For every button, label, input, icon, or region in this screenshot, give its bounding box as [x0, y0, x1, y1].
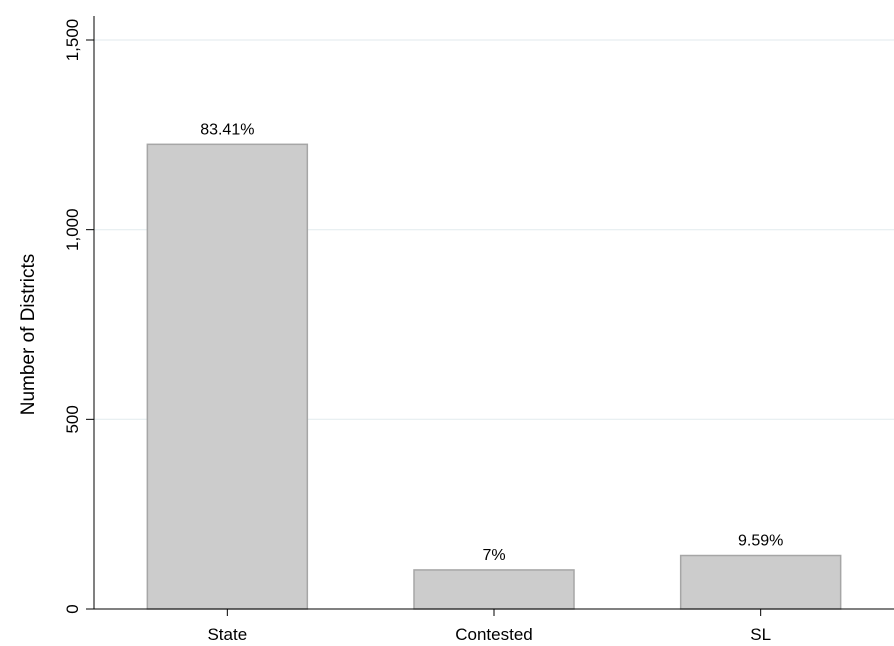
bar-state [146, 143, 309, 610]
data-label-contested: 7% [482, 547, 505, 564]
bar-sl [679, 554, 842, 610]
data-labels: 83.41% 7% 9.59% [200, 121, 783, 564]
x-tick-label-state: State [207, 625, 247, 644]
data-label-state: 83.41% [200, 121, 254, 138]
bars [146, 143, 842, 610]
y-tick-label: 1,000 [63, 208, 82, 251]
y-ticks: 0 500 1,000 1,500 [63, 19, 94, 614]
data-label-sl: 9.59% [738, 533, 783, 550]
x-tick-label-sl: SL [750, 625, 771, 644]
bar-contested [413, 569, 575, 610]
y-tick-label: 500 [63, 405, 82, 433]
y-tick-label: 0 [63, 604, 82, 613]
x-ticks: State Contested SL [207, 609, 771, 644]
x-tick-label-contested: Contested [455, 625, 533, 644]
y-axis-title: Number of Districts [18, 254, 39, 416]
y-tick-label: 1,500 [63, 19, 82, 62]
